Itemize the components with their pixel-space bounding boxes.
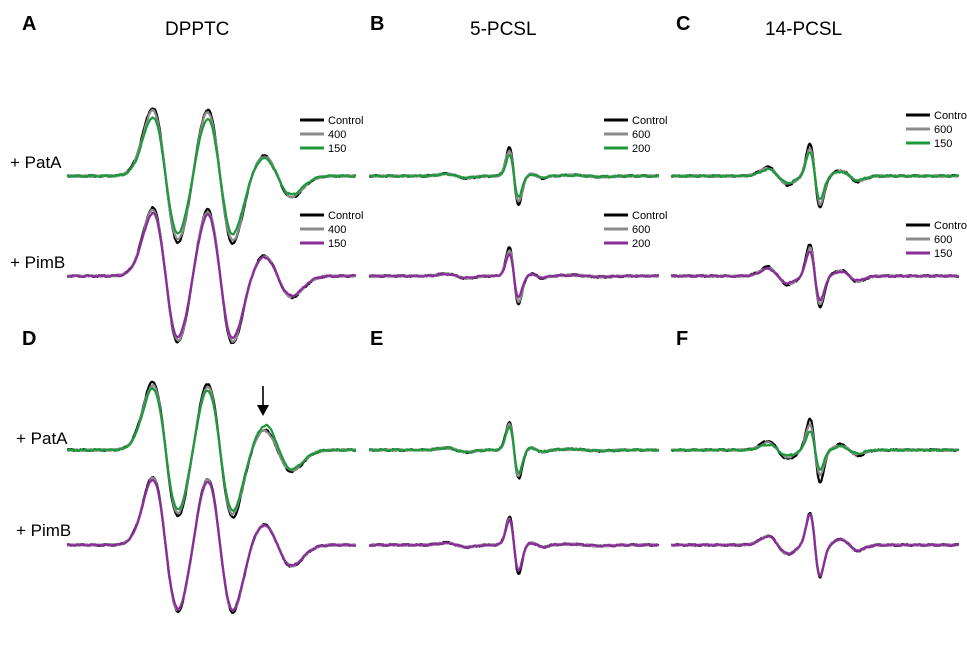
legend-label-c-1-0: Control bbox=[934, 220, 967, 232]
panel-letter-a: A bbox=[22, 13, 36, 35]
row-label-pata-top: + PatA bbox=[10, 153, 62, 172]
legend-label-a-0-0: Control bbox=[328, 115, 363, 127]
column-title-dpptc: DPPTC bbox=[165, 19, 229, 40]
column-title-5pcsl: 5-PCSL bbox=[470, 19, 537, 40]
trace-f-pimb-pimb bbox=[670, 513, 960, 578]
legend-label-b-1-1: 600 bbox=[632, 224, 650, 236]
trace-d-pata-pata bbox=[66, 386, 357, 512]
column-title-14pcsl: 14-PCSL bbox=[765, 19, 842, 40]
legend-label-c-1-2: 150 bbox=[934, 248, 952, 260]
annotation-arrow-head bbox=[257, 405, 269, 416]
legend-label-c-1-1: 600 bbox=[934, 234, 952, 246]
panel-letter-e: E bbox=[370, 328, 383, 350]
legend-label-b-0-1: 600 bbox=[632, 129, 650, 141]
legend-label-a-0-2: 150 bbox=[328, 143, 346, 155]
legend-label-c-0-2: 150 bbox=[934, 138, 952, 150]
legend-label-a-1-1: 400 bbox=[328, 224, 346, 236]
trace-e-pimb-pimb bbox=[368, 518, 660, 572]
trace-c-pimb-pimb bbox=[670, 250, 960, 302]
trace-f-pata-pata bbox=[670, 430, 960, 471]
panel-letter-f: F bbox=[676, 328, 688, 350]
legend-label-a-0-1: 400 bbox=[328, 129, 346, 141]
panel-letter-d: D bbox=[22, 328, 36, 350]
legend-label-c-0-1: 600 bbox=[934, 124, 952, 136]
legend-label-b-1-2: 200 bbox=[632, 238, 650, 250]
legend-label-c-0-0: Control bbox=[934, 110, 967, 122]
legend-label-b-0-2: 200 bbox=[632, 143, 650, 155]
row-label-pata-bottom: + PatA bbox=[16, 429, 68, 448]
panel-letter-b: B bbox=[370, 13, 384, 35]
legends: Control 400 150 Control 400 150 Control 600 200 C… bbox=[300, 110, 967, 260]
trace-d-pimb-mid bbox=[66, 476, 357, 612]
trace-c-pata-pata bbox=[670, 151, 960, 200]
legend-label-a-1-2: 150 bbox=[328, 238, 346, 250]
trace-e-pata-pata bbox=[368, 425, 660, 475]
trace-a-pimb-pimb bbox=[66, 211, 357, 339]
panel-letter-c: C bbox=[676, 13, 690, 35]
legend-label-b-1-0: Control bbox=[632, 210, 667, 222]
trace-d-pimb-pimb bbox=[66, 478, 357, 612]
legend-label-a-1-0: Control bbox=[328, 210, 363, 222]
spectra-traces bbox=[66, 107, 960, 614]
trace-b-pimb-pimb bbox=[368, 252, 660, 299]
legend-label-b-0-0: Control bbox=[632, 115, 667, 127]
trace-b-pata-pata bbox=[368, 153, 660, 198]
trace-a-pata-pata bbox=[66, 116, 357, 236]
row-label-pimb-bottom: + PimB bbox=[16, 521, 71, 540]
row-label-pimb-top: + PimB bbox=[10, 253, 65, 272]
